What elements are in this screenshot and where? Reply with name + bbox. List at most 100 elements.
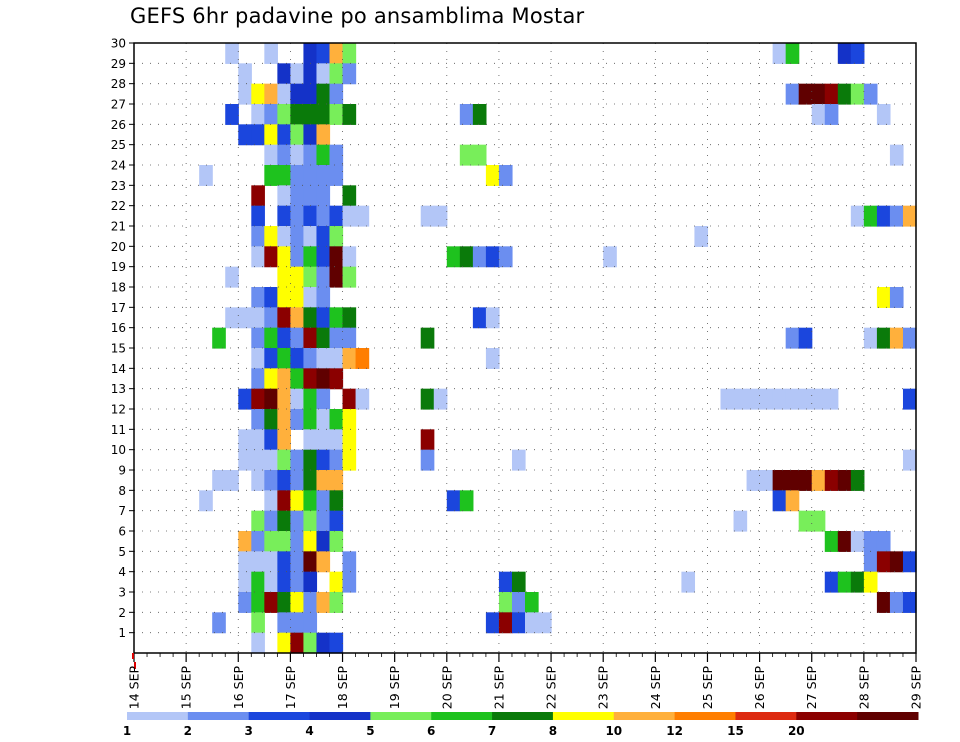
heatmap-cell-m7-t52 xyxy=(811,510,826,532)
heatmap-cell-m30-t10 xyxy=(264,43,278,64)
heatmap-cell-m30-t14 xyxy=(316,43,331,64)
heatmap-cell-m16-t59 xyxy=(902,327,917,349)
heatmap-cell-m17-t13 xyxy=(303,307,318,329)
heatmap-cell-m8-t12 xyxy=(290,490,305,512)
colorbar-label: 10 xyxy=(605,724,622,738)
x-tick-label: 14 SEP xyxy=(127,666,142,710)
heatmap-cell-m10-t29 xyxy=(511,449,526,471)
heatmap-cell-m13-t52 xyxy=(811,388,826,410)
heatmap-cell-m9-t53 xyxy=(824,470,839,491)
y-tick-label: 21 xyxy=(111,220,126,234)
heatmap-cell-m22-t57 xyxy=(876,205,891,227)
heatmap-cell-m12-t9 xyxy=(251,409,265,430)
heatmap-cell-m1-t11 xyxy=(277,632,291,654)
heatmap-cell-m3-t8 xyxy=(238,592,252,613)
heatmap-cell-m26-t12 xyxy=(290,124,305,146)
heatmap-cell-m22-t22 xyxy=(420,205,435,227)
heatmap-cell-m10-t59 xyxy=(902,449,917,471)
x-tick-label: 25 SEP xyxy=(700,666,715,710)
heatmap-cell-m8-t50 xyxy=(785,490,800,512)
heatmap-cell-m16-t9 xyxy=(251,327,265,349)
heatmap-cell-m3-t30 xyxy=(525,592,539,613)
heatmap-cell-m13-t22 xyxy=(420,388,435,410)
heatmap-cell-m23-t11 xyxy=(277,185,291,207)
heatmap-cell-m28-t9 xyxy=(251,83,265,105)
heatmap-cell-m9-t7 xyxy=(225,470,239,491)
heatmap-cell-m25-t15 xyxy=(329,144,344,166)
heatmap-cell-m15-t10 xyxy=(264,348,278,369)
y-tick-label: 19 xyxy=(111,260,126,274)
heatmap-cell-m29-t8 xyxy=(238,63,252,85)
heatmap-cell-m19-t13 xyxy=(303,266,318,288)
heatmap-cell-m16-t12 xyxy=(290,327,305,349)
heatmap-cell-m11-t9 xyxy=(251,429,265,451)
y-tick-label: 6 xyxy=(118,525,126,539)
heatmap-cell-m13-t49 xyxy=(772,388,787,410)
heatmap-cell-m26-t14 xyxy=(316,124,331,146)
grid-lines xyxy=(134,43,916,653)
heatmap-cell-m28-t56 xyxy=(863,83,878,105)
heatmap-cell-m27-t26 xyxy=(472,104,487,125)
heatmap-cell-m2-t30 xyxy=(525,612,539,634)
heatmap-cell-m2-t11 xyxy=(277,612,291,634)
heatmap-cell-m13-t53 xyxy=(824,388,839,410)
colorbar-swatch xyxy=(735,712,797,720)
x-tick-label: 26 SEP xyxy=(752,666,767,710)
y-tick-label: 10 xyxy=(111,443,126,457)
heatmap-cell-m8-t49 xyxy=(772,490,787,512)
heatmap-cell-m3-t13 xyxy=(303,592,318,613)
heatmap-cell-m15-t11 xyxy=(277,348,291,369)
heatmap-cell-m10-t14 xyxy=(316,449,331,471)
heatmap-cell-m10-t13 xyxy=(303,449,318,471)
heatmap-cell-m9-t14 xyxy=(316,470,331,491)
heatmap-cell-m22-t14 xyxy=(316,205,331,227)
heatmap-cell-m8-t15 xyxy=(329,490,344,512)
heatmap-cell-m20-t27 xyxy=(485,246,500,268)
y-tick-label: 16 xyxy=(111,321,126,335)
heatmap-cell-m6-t57 xyxy=(876,531,891,552)
heatmap-cell-m3-t58 xyxy=(889,592,904,613)
heatmap-cell-m22-t9 xyxy=(251,205,265,227)
heatmap-cell-m7-t13 xyxy=(303,510,318,532)
heatmap-cell-m19-t15 xyxy=(329,266,344,288)
heatmap-cell-m6-t14 xyxy=(316,531,331,552)
heatmap-cell-m7-t14 xyxy=(316,510,331,532)
x-tick-label: 19 SEP xyxy=(387,666,402,710)
heatmap-cell-m3-t59 xyxy=(902,592,917,613)
colorbar-label: 12 xyxy=(666,724,683,738)
heatmap-cell-m8-t5 xyxy=(199,490,213,512)
heatmap-cell-m5-t9 xyxy=(251,551,265,573)
heatmap-cell-m3-t14 xyxy=(316,592,331,613)
y-tick-label: 24 xyxy=(111,159,126,173)
heatmap-cell-m15-t17 xyxy=(355,348,370,369)
heatmap-cell-m20-t28 xyxy=(498,246,513,268)
y-tick-label: 17 xyxy=(111,301,126,315)
heatmap-cell-m22-t56 xyxy=(863,205,878,227)
heatmap-cell-m9-t55 xyxy=(850,470,865,491)
heatmap-cell-m27-t15 xyxy=(329,104,344,125)
heatmap-cell-m1-t12 xyxy=(290,632,305,654)
heatmap-cell-m5-t56 xyxy=(863,551,878,573)
heatmap-cell-m9-t13 xyxy=(303,470,318,491)
heatmap-cell-m1-t15 xyxy=(329,632,344,654)
heatmap-cell-m7-t51 xyxy=(798,510,813,532)
heatmap-cell-m9-t52 xyxy=(811,470,826,491)
heatmap-cell-m19-t7 xyxy=(225,266,239,288)
heatmap-cell-m18-t57 xyxy=(876,287,891,308)
heatmap-cell-m4-t9 xyxy=(251,571,265,593)
y-tick-label: 18 xyxy=(111,281,126,295)
y-tick-label: 9 xyxy=(118,464,126,478)
heatmap-cell-m1-t9 xyxy=(251,632,265,654)
heatmap-cell-m8-t10 xyxy=(264,490,278,512)
heatmap-cell-m18-t14 xyxy=(316,287,331,308)
colorbar-label: 5 xyxy=(366,724,374,738)
heatmap-cell-m28-t13 xyxy=(303,83,318,105)
heatmap-cell-m14-t14 xyxy=(316,368,331,390)
heatmap-cell-m30-t7 xyxy=(225,43,239,64)
heatmap-cell-m26-t10 xyxy=(264,124,278,146)
heatmap-cell-m13-t16 xyxy=(342,388,357,410)
heatmap-cell-m11-t8 xyxy=(238,429,252,451)
heatmap-cell-m22-t13 xyxy=(303,205,318,227)
